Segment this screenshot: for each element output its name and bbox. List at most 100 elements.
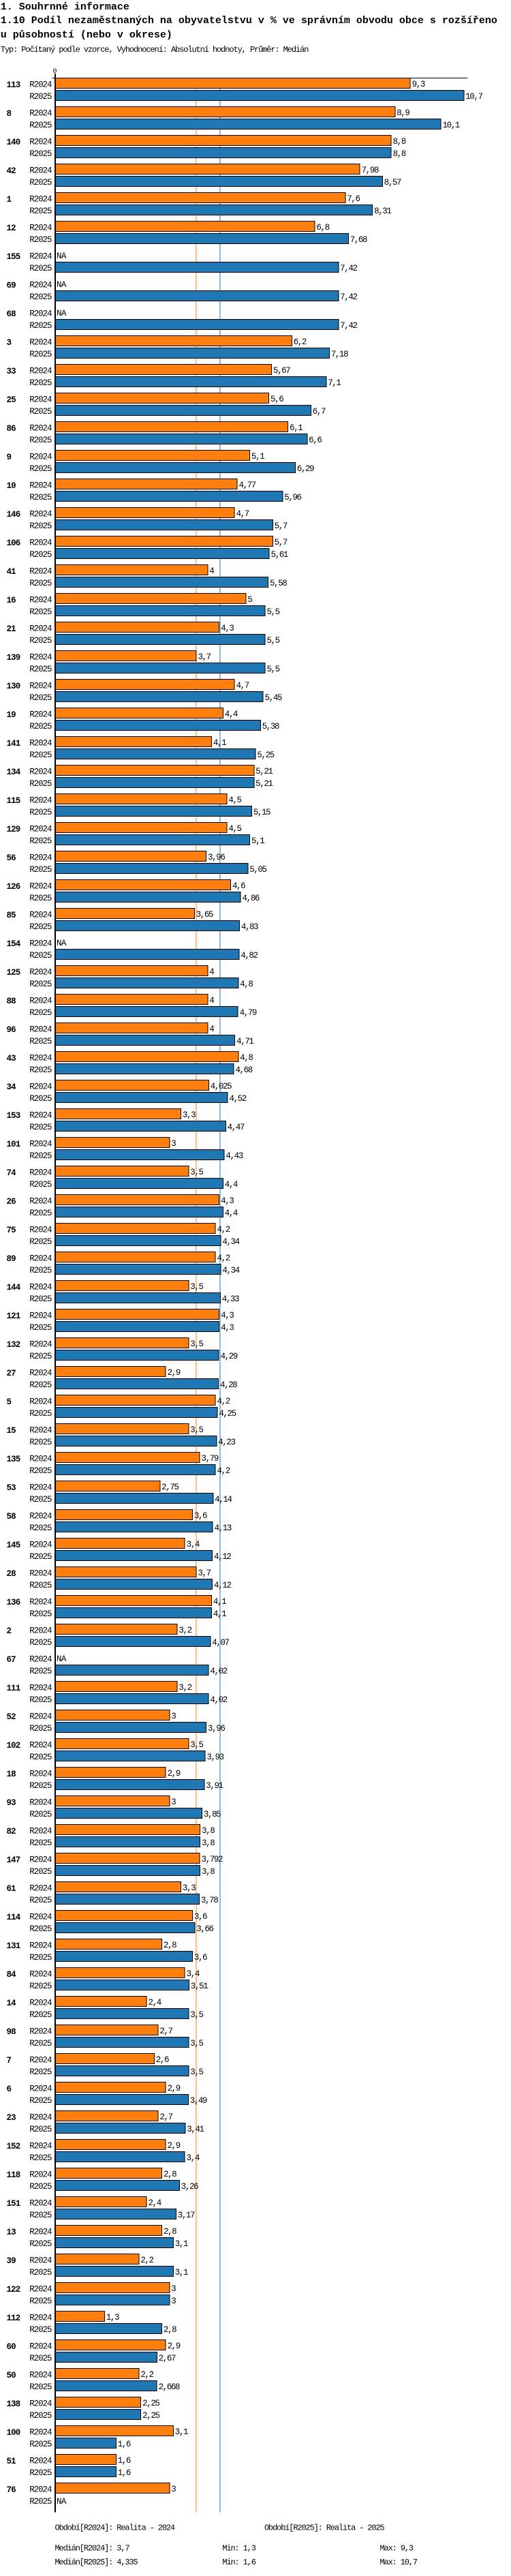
svg-text:R2024: R2024 xyxy=(29,2371,52,2380)
svg-text:5: 5 xyxy=(7,1397,12,1407)
svg-text:3,5: 3,5 xyxy=(190,2010,203,2020)
svg-text:R2025: R2025 xyxy=(29,2153,52,2163)
svg-text:R2025: R2025 xyxy=(29,292,52,302)
svg-text:7: 7 xyxy=(7,2056,12,2065)
svg-text:R2024: R2024 xyxy=(29,2256,52,2266)
svg-text:R2025: R2025 xyxy=(29,2382,52,2392)
svg-text:R2025: R2025 xyxy=(29,1466,52,1476)
svg-text:144: 144 xyxy=(7,1283,21,1292)
svg-text:R2025: R2025 xyxy=(29,350,52,359)
svg-text:R2025: R2025 xyxy=(29,1695,52,1705)
svg-text:R2025: R2025 xyxy=(29,980,52,989)
svg-text:4,77: 4,77 xyxy=(238,481,256,490)
svg-text:135: 135 xyxy=(7,1455,20,1464)
svg-text:3,51: 3,51 xyxy=(191,1982,208,1991)
svg-text:R2024: R2024 xyxy=(29,2142,52,2151)
svg-text:2,25: 2,25 xyxy=(142,2411,159,2421)
svg-text:52: 52 xyxy=(7,1712,16,1722)
svg-text:5,1: 5,1 xyxy=(251,452,264,461)
svg-text:R2025: R2025 xyxy=(29,550,52,560)
svg-text:R2024: R2024 xyxy=(29,682,52,691)
svg-text:R2025: R2025 xyxy=(29,2497,52,2506)
svg-text:R2024: R2024 xyxy=(29,1712,52,1722)
svg-text:56: 56 xyxy=(7,853,16,863)
svg-text:115: 115 xyxy=(7,796,20,806)
svg-text:4,43: 4,43 xyxy=(226,1151,243,1161)
svg-text:4,2: 4,2 xyxy=(217,1466,230,1476)
svg-text:5,96: 5,96 xyxy=(284,493,301,502)
svg-text:15: 15 xyxy=(7,1426,16,1436)
svg-text:4,13: 4,13 xyxy=(215,1524,232,1533)
svg-text:R2024: R2024 xyxy=(29,138,52,147)
svg-text:R2025: R2025 xyxy=(29,2239,52,2249)
svg-text:5,45: 5,45 xyxy=(265,693,282,703)
svg-text:4,12: 4,12 xyxy=(214,1552,231,1562)
svg-text:3,6: 3,6 xyxy=(194,1953,207,1963)
svg-text:23: 23 xyxy=(7,2113,16,2123)
svg-text:R2024: R2024 xyxy=(29,1426,52,1436)
svg-text:4,4: 4,4 xyxy=(225,710,238,719)
svg-text:132: 132 xyxy=(7,1340,20,1350)
svg-text:3,6: 3,6 xyxy=(194,1511,207,1521)
svg-text:R2025: R2025 xyxy=(29,2468,52,2478)
svg-text:5,7: 5,7 xyxy=(275,538,288,547)
svg-text:2,668: 2,668 xyxy=(159,2382,180,2392)
svg-text:3,8: 3,8 xyxy=(202,1838,215,1848)
svg-text:3,5: 3,5 xyxy=(190,1339,203,1349)
svg-text:R2024: R2024 xyxy=(29,768,52,777)
svg-text:R2024: R2024 xyxy=(29,1397,52,1407)
svg-text:R2024: R2024 xyxy=(29,1054,52,1063)
svg-text:R2025: R2025 xyxy=(29,149,52,159)
svg-text:7,6: 7,6 xyxy=(347,194,360,204)
svg-text:R2025: R2025 xyxy=(29,722,52,731)
svg-text:R2024: R2024 xyxy=(29,2228,52,2237)
svg-text:R2024: R2024 xyxy=(29,1340,52,1350)
svg-text:3,65: 3,65 xyxy=(196,910,213,920)
svg-text:111: 111 xyxy=(7,1684,20,1693)
svg-text:4: 4 xyxy=(209,967,214,977)
svg-text:146: 146 xyxy=(7,510,20,519)
svg-text:R2024: R2024 xyxy=(29,2056,52,2065)
svg-text:R2025: R2025 xyxy=(29,1237,52,1247)
svg-text:4,3: 4,3 xyxy=(221,1196,234,1206)
svg-text:4,6: 4,6 xyxy=(232,881,245,891)
svg-text:4,1: 4,1 xyxy=(213,1609,226,1619)
svg-text:68: 68 xyxy=(7,309,16,319)
svg-text:13: 13 xyxy=(7,2228,16,2237)
svg-text:u působností (nebo v okrese): u působností (nebo v okrese) xyxy=(1,29,172,41)
svg-text:R2024: R2024 xyxy=(29,2485,52,2495)
svg-text:3,17: 3,17 xyxy=(178,2211,195,2220)
svg-text:6,8: 6,8 xyxy=(316,223,329,232)
svg-text:R2025: R2025 xyxy=(29,321,52,331)
svg-text:3,5: 3,5 xyxy=(190,2067,203,2077)
svg-text:85: 85 xyxy=(7,911,16,920)
svg-text:R2024: R2024 xyxy=(29,710,52,720)
svg-text:96: 96 xyxy=(7,1025,16,1035)
svg-text:R2024: R2024 xyxy=(29,2342,52,2352)
svg-text:R2025: R2025 xyxy=(29,865,52,875)
svg-text:136: 136 xyxy=(7,1598,20,1607)
svg-text:R2025: R2025 xyxy=(29,2039,52,2048)
svg-text:R2024: R2024 xyxy=(29,1684,52,1693)
svg-text:134: 134 xyxy=(7,768,21,777)
svg-text:9,3: 9,3 xyxy=(412,80,425,89)
svg-text:R2024: R2024 xyxy=(29,1197,52,1207)
svg-text:5: 5 xyxy=(247,595,252,605)
svg-text:3,792: 3,792 xyxy=(202,1855,223,1864)
svg-text:4,7: 4,7 xyxy=(236,681,249,691)
svg-text:1. Souhrnné informace: 1. Souhrnné informace xyxy=(1,1,129,13)
svg-text:R2025: R2025 xyxy=(29,579,52,588)
svg-text:R2024: R2024 xyxy=(29,2399,52,2409)
svg-text:R2025: R2025 xyxy=(29,2211,52,2220)
svg-text:147: 147 xyxy=(7,1855,20,1865)
svg-text:Medián[R2025]: 4,335: Medián[R2025]: 4,335 xyxy=(55,2558,138,2567)
svg-text:R2025: R2025 xyxy=(29,779,52,789)
svg-text:3: 3 xyxy=(171,1139,176,1149)
svg-text:R2024: R2024 xyxy=(29,338,52,348)
svg-text:5,21: 5,21 xyxy=(256,767,273,776)
svg-text:R2025: R2025 xyxy=(29,235,52,245)
svg-text:3,4: 3,4 xyxy=(187,1540,200,1549)
svg-text:2,67: 2,67 xyxy=(159,2354,176,2363)
svg-text:R2025: R2025 xyxy=(29,2182,52,2192)
svg-text:NA: NA xyxy=(57,309,67,318)
